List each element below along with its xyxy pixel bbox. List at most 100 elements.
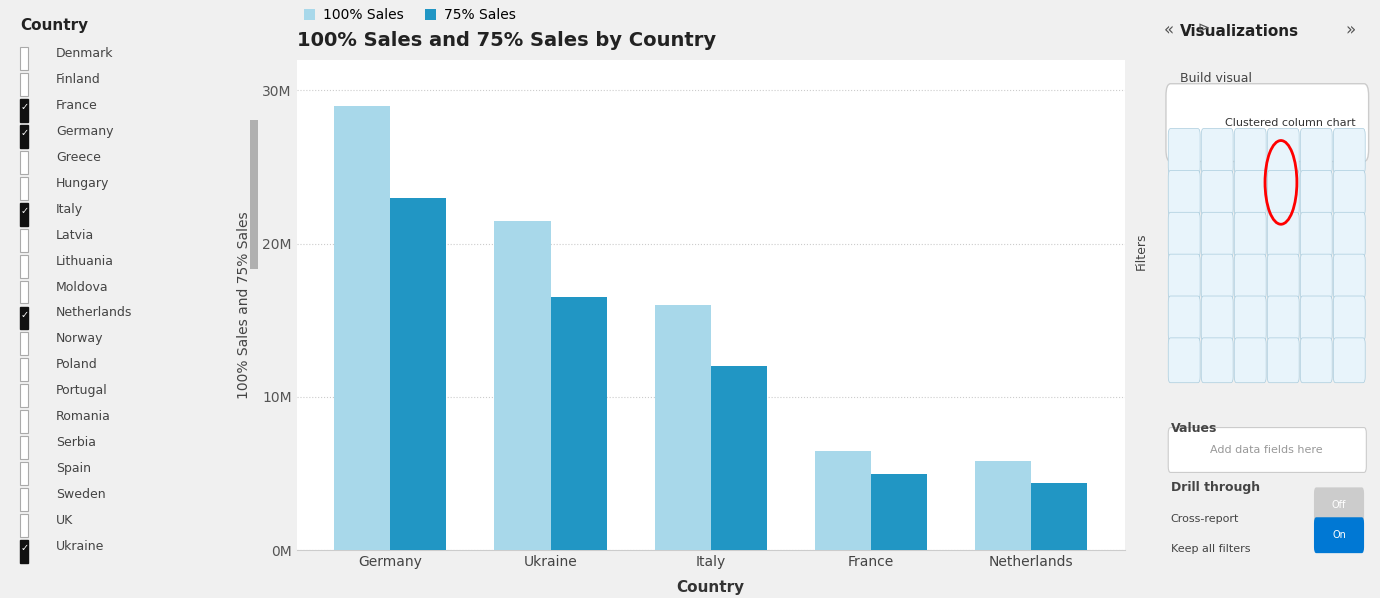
Text: Keep all filters: Keep all filters bbox=[1170, 544, 1250, 554]
FancyBboxPatch shape bbox=[1201, 254, 1234, 299]
FancyBboxPatch shape bbox=[1169, 170, 1201, 215]
Bar bbox=[654, 305, 711, 550]
Text: Serbia: Serbia bbox=[57, 436, 97, 449]
FancyBboxPatch shape bbox=[1333, 129, 1365, 173]
FancyBboxPatch shape bbox=[1333, 296, 1365, 341]
X-axis label: Country: Country bbox=[676, 580, 745, 595]
Text: ✓: ✓ bbox=[21, 206, 29, 216]
FancyBboxPatch shape bbox=[1201, 338, 1234, 383]
FancyBboxPatch shape bbox=[21, 358, 29, 382]
Legend: 100% Sales, 75% Sales: 100% Sales, 75% Sales bbox=[304, 8, 516, 22]
Text: 100% Sales and 75% Sales by Country: 100% Sales and 75% Sales by Country bbox=[297, 31, 716, 50]
Text: Netherlands: Netherlands bbox=[57, 306, 132, 319]
FancyBboxPatch shape bbox=[21, 99, 29, 122]
FancyBboxPatch shape bbox=[1267, 338, 1299, 383]
FancyBboxPatch shape bbox=[21, 280, 29, 304]
FancyBboxPatch shape bbox=[1201, 129, 1234, 173]
FancyBboxPatch shape bbox=[21, 332, 29, 355]
FancyBboxPatch shape bbox=[1169, 129, 1201, 173]
FancyBboxPatch shape bbox=[21, 436, 29, 459]
Bar bbox=[1031, 483, 1087, 550]
Text: ✓: ✓ bbox=[21, 543, 29, 553]
FancyBboxPatch shape bbox=[1300, 338, 1332, 383]
Text: Greece: Greece bbox=[57, 151, 101, 164]
Text: Spain: Spain bbox=[57, 462, 91, 475]
Text: Values: Values bbox=[1170, 422, 1217, 435]
FancyBboxPatch shape bbox=[1166, 84, 1369, 161]
Bar bbox=[974, 461, 1031, 550]
Text: Drill through: Drill through bbox=[1170, 481, 1260, 495]
Text: Germany: Germany bbox=[57, 125, 113, 138]
Text: France: France bbox=[57, 99, 98, 112]
FancyBboxPatch shape bbox=[1234, 170, 1267, 215]
FancyBboxPatch shape bbox=[21, 125, 29, 148]
FancyBboxPatch shape bbox=[1234, 338, 1267, 383]
Text: Hungary: Hungary bbox=[57, 177, 109, 190]
Text: »: » bbox=[1346, 21, 1357, 39]
Text: ✓: ✓ bbox=[21, 102, 29, 112]
Text: ✓: ✓ bbox=[21, 310, 29, 319]
FancyBboxPatch shape bbox=[1267, 254, 1299, 299]
Text: Build visual: Build visual bbox=[1180, 72, 1252, 85]
FancyBboxPatch shape bbox=[1314, 517, 1363, 553]
FancyBboxPatch shape bbox=[21, 151, 29, 174]
Text: Moldova: Moldova bbox=[57, 280, 109, 294]
Text: Denmark: Denmark bbox=[57, 47, 113, 60]
Text: Country: Country bbox=[21, 18, 88, 33]
Text: Ukraine: Ukraine bbox=[57, 539, 105, 553]
FancyBboxPatch shape bbox=[1169, 338, 1201, 383]
Text: Latvia: Latvia bbox=[57, 228, 94, 242]
Text: Visualizations: Visualizations bbox=[1180, 24, 1299, 39]
FancyBboxPatch shape bbox=[1300, 170, 1332, 215]
FancyBboxPatch shape bbox=[1234, 129, 1267, 173]
FancyBboxPatch shape bbox=[1333, 338, 1365, 383]
Bar bbox=[711, 366, 767, 550]
Text: Italy: Italy bbox=[57, 203, 83, 216]
FancyBboxPatch shape bbox=[1300, 296, 1332, 341]
Text: Poland: Poland bbox=[57, 358, 98, 371]
FancyBboxPatch shape bbox=[21, 177, 29, 200]
FancyBboxPatch shape bbox=[21, 307, 29, 329]
FancyBboxPatch shape bbox=[21, 47, 29, 70]
Text: Lithuania: Lithuania bbox=[57, 255, 115, 268]
Bar bbox=[391, 198, 447, 550]
FancyBboxPatch shape bbox=[21, 385, 29, 407]
Text: Finland: Finland bbox=[57, 73, 101, 86]
Y-axis label: 100% Sales and 75% Sales: 100% Sales and 75% Sales bbox=[237, 211, 251, 399]
Text: Filters: Filters bbox=[1134, 233, 1148, 270]
FancyBboxPatch shape bbox=[1169, 428, 1366, 472]
FancyBboxPatch shape bbox=[21, 462, 29, 485]
FancyBboxPatch shape bbox=[1300, 254, 1332, 299]
Text: Portugal: Portugal bbox=[57, 384, 108, 397]
Text: ⊳: ⊳ bbox=[1198, 21, 1209, 35]
FancyBboxPatch shape bbox=[1267, 212, 1299, 257]
FancyBboxPatch shape bbox=[1234, 212, 1267, 257]
FancyBboxPatch shape bbox=[1300, 212, 1332, 257]
FancyBboxPatch shape bbox=[1201, 296, 1234, 341]
FancyBboxPatch shape bbox=[1169, 296, 1201, 341]
Text: On: On bbox=[1332, 530, 1346, 540]
FancyBboxPatch shape bbox=[1267, 170, 1299, 215]
FancyBboxPatch shape bbox=[1201, 170, 1234, 215]
Text: «: « bbox=[1163, 21, 1174, 39]
FancyBboxPatch shape bbox=[1234, 254, 1267, 299]
FancyBboxPatch shape bbox=[250, 120, 258, 269]
FancyBboxPatch shape bbox=[1300, 129, 1332, 173]
FancyBboxPatch shape bbox=[1201, 212, 1234, 257]
Text: Clustered column chart: Clustered column chart bbox=[1225, 118, 1355, 127]
Bar bbox=[494, 221, 551, 550]
FancyBboxPatch shape bbox=[1333, 212, 1365, 257]
FancyBboxPatch shape bbox=[21, 410, 29, 433]
FancyBboxPatch shape bbox=[21, 488, 29, 511]
Bar bbox=[814, 450, 871, 550]
Text: ✓: ✓ bbox=[21, 128, 29, 138]
FancyBboxPatch shape bbox=[21, 255, 29, 277]
Bar bbox=[551, 297, 607, 550]
Bar bbox=[871, 474, 927, 550]
FancyBboxPatch shape bbox=[1333, 254, 1365, 299]
Text: Norway: Norway bbox=[57, 332, 104, 346]
FancyBboxPatch shape bbox=[21, 74, 29, 96]
Text: UK: UK bbox=[57, 514, 73, 527]
FancyBboxPatch shape bbox=[1314, 487, 1363, 523]
Text: Cross-report: Cross-report bbox=[1170, 514, 1239, 524]
